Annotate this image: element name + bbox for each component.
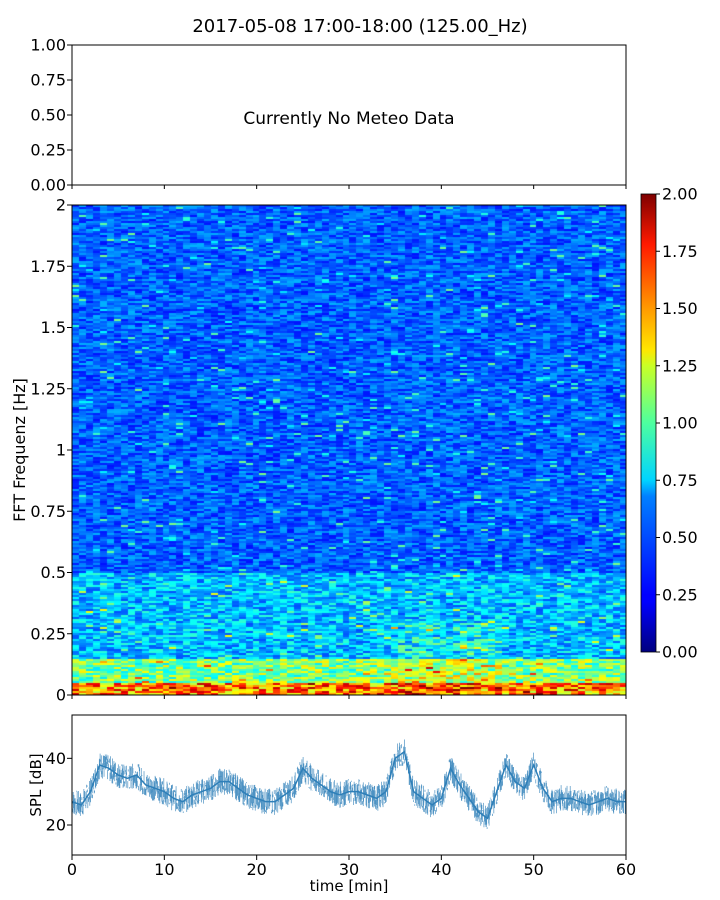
spl-x-tick-label: 20 xyxy=(246,860,266,879)
colorbar-tick-label: 1.75 xyxy=(662,242,698,261)
spl-series-line xyxy=(71,750,626,820)
meteo-y-tick-label: 1.00 xyxy=(30,36,66,55)
spectrogram-ylabel: FFT Frequenz [Hz] xyxy=(10,378,29,522)
figure-title: 2017-05-08 17:00-18:00 (125.00_Hz) xyxy=(192,16,527,37)
spectrogram-y-tick-label: 0.75 xyxy=(30,502,66,521)
spl-x-tick-label: 60 xyxy=(616,860,636,879)
spl-x-tick-label: 0 xyxy=(67,860,77,879)
spl-ylabel: SPL [dB] xyxy=(27,753,45,816)
spl-plot-frame xyxy=(71,714,627,856)
colorbar-tick-label: 0.75 xyxy=(662,471,698,490)
colorbar-tick-label: 1.00 xyxy=(662,414,698,433)
spectrogram-y-tick-label: 0.25 xyxy=(30,624,66,643)
spectrogram-x-axis xyxy=(71,695,627,699)
spectrogram-panel: 0 0.25 0.5 0.75 1 1.25 1.5 1.75 2 FFT Frequenz [… xyxy=(10,196,627,705)
meteo-y-tick-label: 0.50 xyxy=(30,106,66,125)
spl-y-tick-label: 20 xyxy=(46,816,66,835)
spectrogram-y-tick-label: 1.25 xyxy=(30,379,66,398)
spl-band-path xyxy=(71,739,627,830)
spectrogram-y-tick-label: 1.75 xyxy=(30,257,66,276)
colorbar-tick-label: 2.00 xyxy=(662,185,698,204)
spl-x-axis: 0 10 20 30 40 50 60 xyxy=(67,855,636,879)
colorbar-tick-label: 1.25 xyxy=(662,356,698,375)
meteo-y-tick-label: 0.00 xyxy=(30,176,66,195)
spl-x-tick-label: 40 xyxy=(431,860,451,879)
spl-x-tick-label: 10 xyxy=(154,860,174,879)
spl-x-tick-label: 30 xyxy=(339,860,359,879)
colorbar-gradient xyxy=(640,193,657,653)
spectrogram-y-tick-label: 1 xyxy=(56,441,66,460)
spl-y-tick-label: 40 xyxy=(46,749,66,768)
spl-x-tick-label: 50 xyxy=(523,860,543,879)
spectrogram-y-tick-label: 2 xyxy=(56,196,66,215)
spectrogram-heatmap xyxy=(72,205,626,695)
spectrogram-y-tick-label: 1.5 xyxy=(41,318,66,337)
spl-series xyxy=(71,739,627,830)
meteo-y-tick-label: 0.25 xyxy=(30,141,66,160)
colorbar-tick-label: 0.25 xyxy=(662,585,698,604)
spectrogram-y-axis: 0 0.25 0.5 0.75 1 1.25 1.5 1.75 2 xyxy=(30,196,72,705)
meteo-annotation: Currently No Meteo Data xyxy=(243,109,454,129)
meteo-x-axis xyxy=(71,185,627,189)
meteo-y-tick-label: 0.75 xyxy=(30,71,66,90)
colorbar: 0.00 0.25 0.50 0.75 1.00 1.25 1.50 1.75 2.00 xyxy=(640,185,698,662)
colorbar-tick-label: 0.50 xyxy=(662,528,698,547)
colorbar-axis: 0.00 0.25 0.50 0.75 1.00 1.25 1.50 1.75 2.00 xyxy=(656,185,698,662)
colorbar-tick-label: 0.00 xyxy=(662,643,698,662)
meteo-panel: 2017-05-08 17:00-18:00 (125.00_Hz) Curre… xyxy=(30,16,627,195)
meteo-y-axis: 0.00 0.25 0.50 0.75 1.00 xyxy=(30,36,72,195)
spl-xlabel: time [min] xyxy=(310,877,389,895)
spectrogram-y-tick-label: 0.5 xyxy=(41,563,66,582)
spectrogram-y-tick-label: 0 xyxy=(56,686,66,705)
colorbar-tick-label: 1.50 xyxy=(662,299,698,318)
